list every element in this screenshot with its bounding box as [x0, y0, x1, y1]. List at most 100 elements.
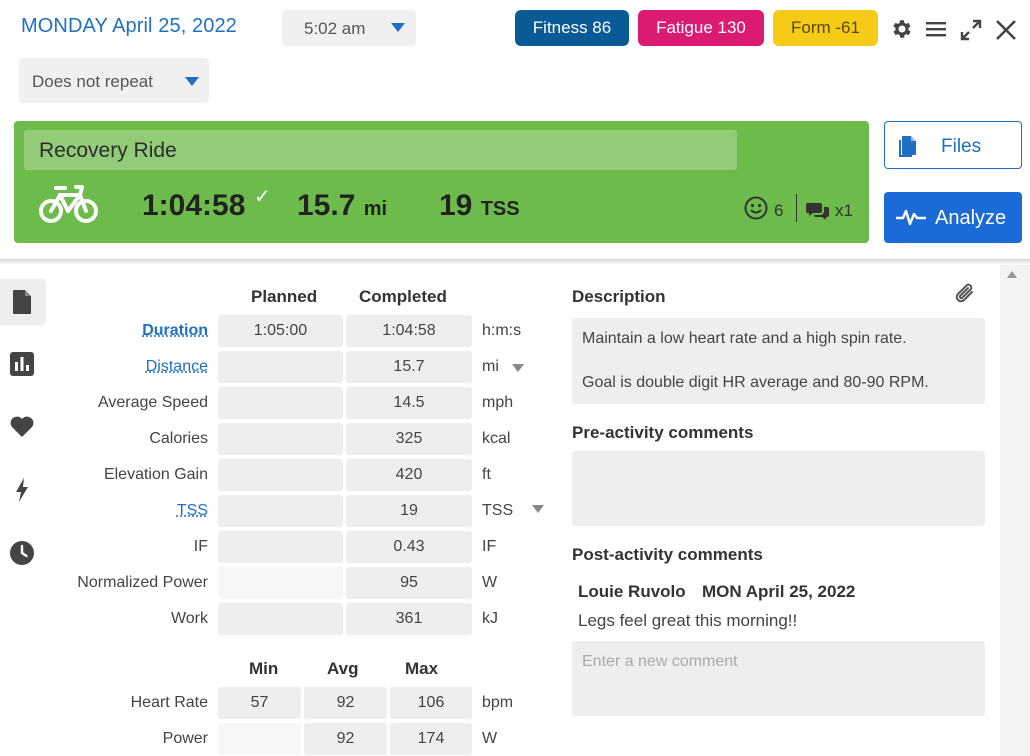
close-icon[interactable]: [994, 18, 1018, 42]
row-label-distance[interactable]: Distance: [145, 358, 208, 375]
planned-speed-input[interactable]: [218, 387, 343, 419]
avg-header: Avg: [327, 659, 359, 678]
analyze-button[interactable]: Analyze: [884, 192, 1022, 243]
planned-duration-input[interactable]: 1:05:00: [218, 315, 343, 347]
description-title: Description: [572, 287, 666, 306]
document-icon[interactable]: [9, 289, 35, 315]
row-label-elevation: Elevation Gain: [103, 466, 208, 483]
completed-speed-input[interactable]: 14.5: [346, 387, 472, 419]
unit-speed: mph: [482, 394, 514, 411]
time-value: 5:02 am: [304, 19, 366, 38]
file-icon: [899, 136, 916, 157]
section-divider: [0, 259, 1030, 265]
bar-chart-icon[interactable]: [9, 351, 35, 377]
planned-header: Planned: [251, 287, 318, 306]
workout-summary: Recovery Ride 1:04:58 ✓ 15.7 mi 19 TSS 6…: [14, 121, 869, 243]
completed-distance-input[interactable]: 15.7: [346, 351, 472, 383]
power-avg-input[interactable]: 92: [304, 723, 387, 755]
row-label-duration[interactable]: Duration: [142, 322, 208, 339]
pulse-icon: [896, 209, 926, 226]
comment-count: x1: [835, 201, 853, 220]
lightning-icon[interactable]: [9, 477, 35, 503]
tss-unit: TSS: [480, 198, 520, 220]
menu-icon[interactable]: [925, 19, 947, 39]
new-comment-placeholder: Enter a new comment: [582, 653, 738, 670]
description-box[interactable]: Maintain a low heart rate and a high spi…: [572, 318, 985, 404]
planned-tss-input[interactable]: [218, 495, 343, 527]
planned-if-input[interactable]: [218, 531, 343, 563]
completed-header: Completed: [359, 287, 447, 306]
time-select[interactable]: 5:02 am: [282, 10, 416, 46]
comment-date: MON April 25, 2022: [702, 582, 856, 601]
unit-calories: kcal: [482, 430, 511, 447]
scroll-up-icon[interactable]: [1007, 271, 1017, 278]
power-min-cell: [218, 723, 301, 755]
completed-calories-input[interactable]: 325: [346, 423, 472, 455]
distance-unit: mi: [363, 198, 388, 220]
unit-elevation: ft: [482, 466, 491, 483]
completed-if-input[interactable]: 0.43: [346, 531, 472, 563]
chevron-down-icon[interactable]: [532, 505, 544, 513]
form-badge[interactable]: Form -61: [773, 10, 878, 46]
unit-tss: TSS: [482, 502, 514, 519]
bike-icon: [39, 185, 98, 223]
hr-max-input[interactable]: 106: [390, 687, 472, 719]
checkmark-icon: ✓: [254, 186, 271, 208]
repeat-value: Does not repeat: [32, 72, 153, 91]
workout-title-field[interactable]: Recovery Ride: [24, 130, 737, 170]
files-label: Files: [941, 136, 982, 157]
planned-np-cell: [218, 567, 343, 599]
completed-duration-input[interactable]: 1:04:58: [346, 315, 472, 347]
feel-count: 6: [774, 201, 784, 220]
planned-distance-input[interactable]: [218, 351, 343, 383]
chevron-down-icon: [185, 77, 199, 86]
comment-text: Legs feel great this morning!!: [578, 611, 798, 630]
row-label-if: IF: [193, 538, 208, 555]
description-line-2: Goal is double digit HR average and 80-9…: [582, 374, 929, 391]
scrollbar[interactable]: [1000, 265, 1030, 756]
planned-elevation-input[interactable]: [218, 459, 343, 491]
clock-icon[interactable]: [9, 540, 35, 566]
workout-tss: 19 TSS: [439, 189, 520, 223]
tss-value: 19: [439, 189, 473, 222]
paperclip-icon[interactable]: [954, 281, 978, 307]
new-comment-input[interactable]: Enter a new comment: [572, 641, 985, 716]
smiley-icon[interactable]: [743, 195, 769, 221]
unit-np: W: [482, 574, 498, 591]
files-button[interactable]: Files: [884, 121, 1022, 169]
expand-icon[interactable]: [959, 18, 983, 42]
row-label-heart-rate: Heart Rate: [130, 694, 208, 711]
unit-if: IF: [482, 538, 497, 555]
completed-np-input[interactable]: 95: [346, 567, 472, 599]
max-header: Max: [405, 659, 439, 678]
hr-min-input[interactable]: 57: [218, 687, 301, 719]
min-header: Min: [249, 659, 279, 678]
pre-activity-comment-box[interactable]: [572, 451, 985, 526]
post-activity-title: Post-activity comments: [572, 545, 763, 564]
row-label-average-speed: Average Speed: [97, 394, 208, 411]
unit-work: kJ: [482, 610, 498, 627]
row-label-normalized-power: Normalized Power: [77, 574, 208, 591]
comments-icon[interactable]: [806, 199, 830, 221]
workout-title: Recovery Ride: [39, 139, 177, 162]
unit-heart-rate: bpm: [482, 694, 514, 711]
heart-icon[interactable]: [9, 414, 35, 440]
row-label-calories: Calories: [149, 430, 208, 447]
hr-avg-input[interactable]: 92: [304, 687, 387, 719]
completed-elevation-input[interactable]: 420: [346, 459, 472, 491]
planned-calories-input[interactable]: [218, 423, 343, 455]
repeat-select[interactable]: Does not repeat: [19, 58, 209, 103]
gear-icon[interactable]: [890, 17, 914, 41]
unit-duration: h:m:s: [482, 322, 522, 339]
row-label-tss[interactable]: TSS: [176, 502, 208, 519]
comment-author: Louie Ruvolo: [578, 582, 686, 601]
analyze-label: Analyze: [935, 207, 1007, 229]
power-max-input[interactable]: 174: [390, 723, 472, 755]
completed-work-input[interactable]: 361: [346, 603, 472, 635]
planned-work-input[interactable]: [218, 603, 343, 635]
fitness-badge[interactable]: Fitness 86: [515, 10, 629, 46]
fatigue-badge[interactable]: Fatigue 130: [638, 10, 764, 46]
pre-activity-title: Pre-activity comments: [572, 423, 754, 442]
completed-tss-input[interactable]: 19: [346, 495, 472, 527]
chevron-down-icon[interactable]: [512, 364, 524, 372]
